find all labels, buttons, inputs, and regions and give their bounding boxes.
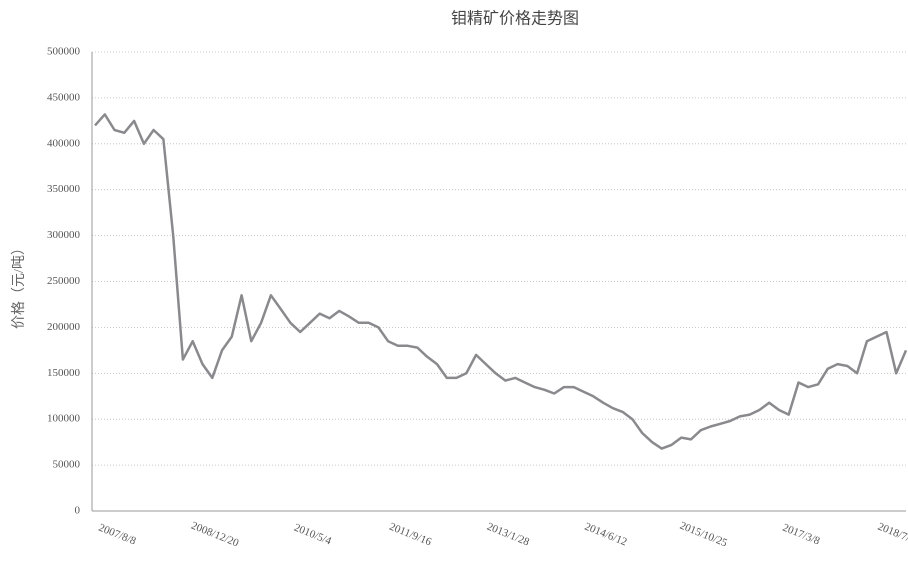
x-tick-label: 2010/5/4 [292, 522, 333, 548]
x-tick-label: 2014/6/12 [583, 521, 629, 549]
x-tick-label: 2018/7/21 [876, 521, 908, 549]
y-tick-label: 0 [75, 505, 81, 517]
y-tick-label: 400000 [47, 137, 81, 149]
y-tick-label: 300000 [47, 229, 81, 241]
x-tick-label: 2013/1/28 [485, 521, 531, 549]
y-tick-label: 100000 [47, 413, 81, 425]
chart-title: 钼精矿价格走势图 [451, 10, 579, 28]
y-axis-label: 价格（元/吨） [11, 241, 27, 329]
y-tick-label: 500000 [47, 46, 81, 58]
y-tick-label: 50000 [53, 459, 81, 471]
y-tick-label: 250000 [47, 275, 81, 287]
x-tick-label: 2011/9/16 [388, 521, 434, 549]
y-tick-label: 450000 [47, 91, 81, 103]
x-tick-label: 2007/8/8 [97, 522, 138, 548]
y-tick-label: 200000 [47, 321, 81, 333]
price-line [94, 113, 908, 450]
x-tick-label: 2017/3/8 [781, 522, 822, 548]
x-tick-label: 2015/10/25 [678, 520, 729, 550]
y-tick-label: 350000 [47, 183, 81, 195]
x-tick-label: 2008/12/20 [189, 520, 240, 550]
y-tick-label: 150000 [47, 367, 81, 379]
